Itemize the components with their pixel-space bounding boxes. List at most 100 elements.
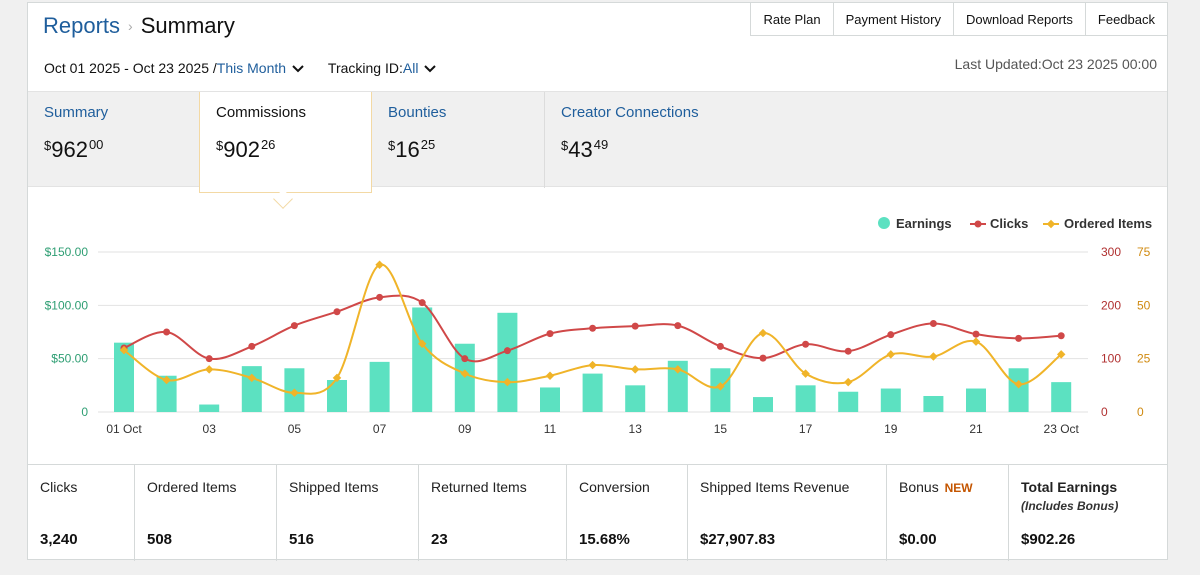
clicks-point xyxy=(333,308,341,316)
left-axis-tick: $150.00 xyxy=(45,245,89,259)
stat-value: 516 xyxy=(289,531,315,548)
right-axis-clicks-tick: 100 xyxy=(1101,352,1121,366)
page-title: Summary xyxy=(140,13,235,38)
legend-earnings-icon xyxy=(878,217,890,229)
earnings-bar xyxy=(327,380,347,412)
tab-bounties[interactable]: Bounties $1625 xyxy=(372,92,545,188)
earnings-bar xyxy=(625,385,646,412)
x-axis-tick: 17 xyxy=(799,422,813,436)
ordered-items-point xyxy=(545,371,555,380)
clicks-point xyxy=(205,355,213,363)
rate-plan-button[interactable]: Rate Plan xyxy=(750,2,834,36)
ordered-items-point xyxy=(503,377,512,387)
ordered-items-point xyxy=(204,365,214,374)
earnings-bar xyxy=(156,375,177,412)
tab-amount: $90226 xyxy=(216,137,276,162)
stat-total-earnings: Total Earnings (Includes Bonus) $902.26 xyxy=(1009,465,1167,561)
earnings-bar xyxy=(838,391,859,412)
x-axis-tick: 09 xyxy=(458,422,472,436)
earnings-bar xyxy=(923,396,944,412)
clicks-point xyxy=(1057,332,1065,340)
x-axis-tick: 19 xyxy=(884,422,898,436)
earnings-bar xyxy=(199,404,220,412)
x-axis-tick: 01 Oct xyxy=(106,422,142,436)
stat-label: Total Earnings xyxy=(1021,479,1118,495)
tab-creator-connections[interactable]: Creator Connections $4349 xyxy=(545,92,745,188)
x-axis-tick: 07 xyxy=(373,422,387,436)
earnings-bar xyxy=(667,360,688,412)
ordered-items-point xyxy=(1014,380,1023,389)
payment-history-button[interactable]: Payment History xyxy=(833,2,954,36)
ordered-items-point xyxy=(417,339,427,348)
top-button-group: Rate Plan Payment History Download Repor… xyxy=(750,2,1168,36)
right-axis-ordered-tick: 75 xyxy=(1137,245,1151,259)
right-axis-clicks-tick: 300 xyxy=(1101,245,1121,259)
tracking-id-dropdown[interactable]: Tracking ID:All xyxy=(327,60,437,76)
earnings-bar xyxy=(1008,368,1029,412)
stat-label: Bonus NEW xyxy=(899,479,973,495)
earnings-bar xyxy=(241,366,262,412)
feedback-button[interactable]: Feedback xyxy=(1085,2,1168,36)
ordered-items-point xyxy=(630,365,640,374)
x-axis-tick: 15 xyxy=(714,422,728,436)
legend-clicks-icon xyxy=(974,220,982,228)
x-axis-tick: 11 xyxy=(544,422,557,436)
stat-returned-items: Returned Items 23 xyxy=(419,465,567,561)
tab-label: Bounties xyxy=(388,104,447,121)
x-axis-tick: 13 xyxy=(629,422,643,436)
left-axis-tick: 0 xyxy=(81,405,88,419)
ordered-items-point xyxy=(801,369,810,378)
earnings-bar xyxy=(114,342,134,412)
filter-bar: Oct 01 2025 - Oct 23 2025 / This Month T… xyxy=(44,60,437,76)
ordered-items-point xyxy=(290,388,299,398)
ordered-items-point xyxy=(929,352,938,361)
clicks-point xyxy=(589,324,597,332)
tracking-id-label: Tracking ID: xyxy=(327,60,403,76)
right-axis-clicks-tick: 200 xyxy=(1101,298,1121,312)
breadcrumb: Reports › Summary xyxy=(43,13,235,39)
stat-shipped-items-revenue: Shipped Items Revenue $27,907.83 xyxy=(688,465,887,561)
earnings-bar xyxy=(1051,382,1072,412)
ordered-items-point xyxy=(375,260,384,270)
clicks-point xyxy=(887,331,895,339)
chevron-down-icon xyxy=(292,65,304,73)
earnings-bar xyxy=(582,373,603,412)
earnings-bar xyxy=(412,307,433,412)
breadcrumb-reports-link[interactable]: Reports xyxy=(43,13,121,38)
stat-ordered-items: Ordered Items 508 xyxy=(135,465,277,561)
left-axis-tick: $50.00 xyxy=(51,352,88,366)
earnings-bar xyxy=(369,361,390,412)
earnings-bar xyxy=(880,388,901,412)
clicks-point xyxy=(376,293,384,301)
stat-clicks: Clicks 3,240 xyxy=(28,465,135,561)
period-value: This Month xyxy=(216,60,287,76)
earnings-bar xyxy=(753,397,773,412)
download-reports-button[interactable]: Download Reports xyxy=(953,2,1086,36)
stat-sublabel: (Includes Bonus) xyxy=(1021,499,1119,513)
ordered-items-point xyxy=(716,382,725,391)
date-range: Oct 01 2025 - Oct 23 2025 / xyxy=(44,60,217,76)
ordered-items-point xyxy=(247,373,257,383)
stat-conversion: Conversion 15.68% xyxy=(567,465,688,561)
ordered-items-point xyxy=(119,345,129,355)
report-card: Reports › Summary Rate Plan Payment Hist… xyxy=(27,2,1168,561)
tab-summary[interactable]: Summary $96200 xyxy=(28,92,200,188)
tab-commissions[interactable]: Commissions $90226 xyxy=(199,92,372,193)
clicks-point xyxy=(1015,334,1023,342)
stats-table: Clicks 3,240 Ordered Items 508 Shipped I… xyxy=(28,464,1167,561)
tab-amount: $96200 xyxy=(44,137,104,162)
clicks-point xyxy=(418,299,426,307)
summary-tabs: Summary $96200 Commissions $90226 Bounti… xyxy=(28,91,1167,193)
earnings-bar xyxy=(795,385,816,412)
legend-ordered-label: Ordered Items xyxy=(1064,216,1152,231)
x-axis-tick: 21 xyxy=(969,422,983,436)
period-dropdown[interactable]: This Month xyxy=(217,60,304,76)
left-axis-tick: $100.00 xyxy=(45,298,89,312)
ordered-items-point xyxy=(332,373,342,383)
earnings-bar xyxy=(966,388,986,412)
breadcrumb-separator: › xyxy=(128,18,133,34)
stat-bonus: Bonus NEW $0.00 xyxy=(887,465,1009,561)
clicks-point xyxy=(972,330,980,338)
stat-shipped-items: Shipped Items 516 xyxy=(277,465,419,561)
clicks-point xyxy=(674,322,682,330)
